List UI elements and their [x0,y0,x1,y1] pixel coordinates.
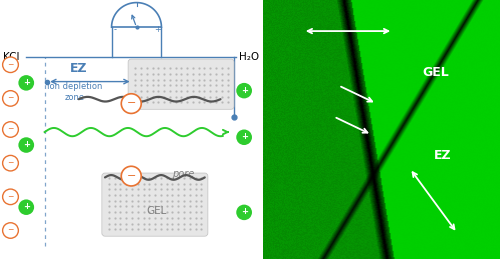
Text: +: + [154,25,161,34]
Text: +: + [23,140,30,149]
Text: +: + [23,78,30,87]
Text: EZ: EZ [434,149,452,162]
Circle shape [122,94,141,113]
Circle shape [236,83,252,98]
Text: GEL: GEL [146,206,167,216]
Circle shape [2,155,18,171]
Circle shape [236,205,252,220]
Circle shape [2,223,18,238]
Text: −: − [8,192,14,201]
Text: GEL: GEL [422,66,449,79]
Circle shape [2,122,18,137]
Circle shape [2,189,18,205]
Text: EZ: EZ [70,62,87,75]
Text: H₂O: H₂O [239,52,259,62]
Text: -: - [114,25,117,34]
Text: +: + [23,202,30,211]
Text: −: − [8,226,14,234]
Text: −: − [8,158,14,167]
Text: +: + [240,207,248,216]
Circle shape [2,57,18,73]
Text: +: + [240,86,248,95]
Text: +: + [240,132,248,141]
Text: −: − [8,125,14,133]
FancyBboxPatch shape [102,173,208,236]
FancyBboxPatch shape [128,59,234,109]
Circle shape [2,91,18,106]
Circle shape [122,166,141,186]
Text: −: − [8,60,14,69]
Text: pore: pore [172,169,194,178]
Circle shape [18,137,34,153]
Text: −: − [8,93,14,102]
Circle shape [236,130,252,145]
Text: KCl: KCl [2,52,19,62]
Circle shape [18,75,34,91]
Text: −: − [126,98,136,108]
Circle shape [18,199,34,215]
Text: −: − [126,171,136,181]
Text: Ion depletion
zone: Ion depletion zone [47,82,102,102]
